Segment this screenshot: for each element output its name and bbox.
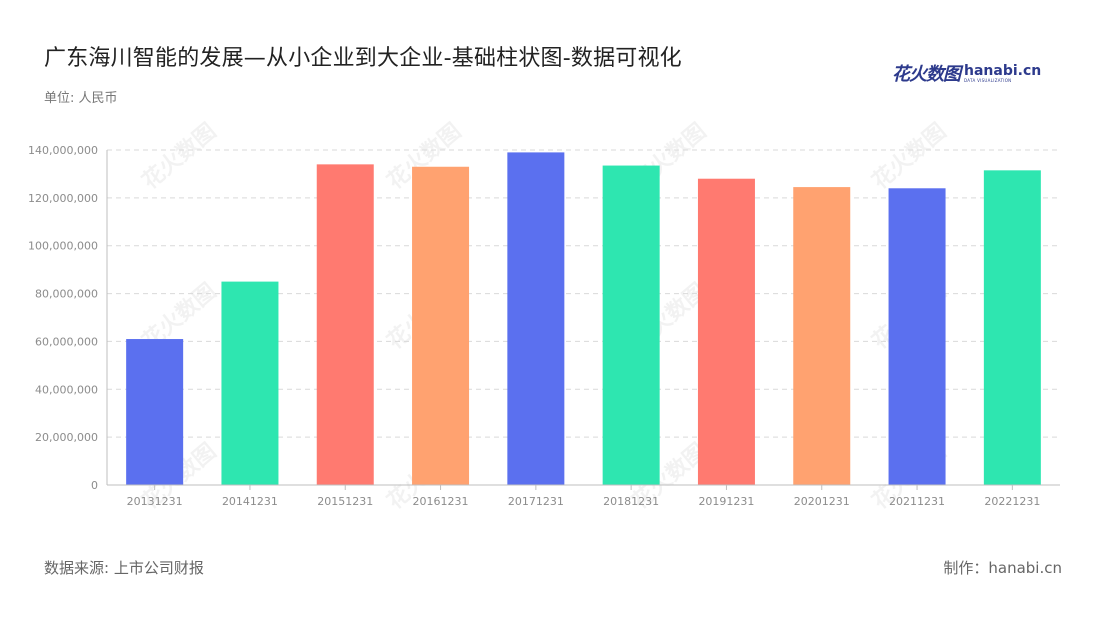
y-tick-label-7: 140,000,000 — [28, 144, 98, 157]
axis-group: 0 20,000,000 40,000,000 60,000,000 80,000,00… — [28, 144, 1060, 508]
bar-20191231[interactable] — [697, 178, 755, 485]
y-tick-label-0: 0 — [91, 479, 98, 492]
bar-20201231[interactable] — [793, 187, 851, 485]
y-tick-label-4: 80,000,000 — [35, 288, 98, 301]
unit-label: 单位: 人民币 — [44, 91, 118, 106]
x-tick-label-6: 20191231 — [698, 495, 754, 508]
chart-title: 广东海川智能的发展—从小企业到大企业-基础柱状图-数据可视化 — [44, 46, 682, 71]
brand-logo: 花火数图 hanabi.cn DATA VISUALIZATION — [892, 60, 1041, 86]
logo-cn-text: 花火数图 — [892, 64, 961, 85]
y-tick-label-6: 120,000,000 — [28, 192, 98, 205]
bar-20221231[interactable] — [983, 170, 1041, 485]
x-tick-label-2: 20151231 — [317, 495, 373, 508]
bar-20211231[interactable] — [888, 188, 946, 486]
logo-right-block: hanabi.cn DATA VISUALIZATION — [964, 64, 1041, 83]
bar-20171231[interactable] — [507, 152, 565, 485]
y-tick-label-2: 40,000,000 — [35, 383, 98, 396]
bar-20181231[interactable] — [602, 165, 660, 485]
logo-sub-text: DATA VISUALIZATION — [964, 77, 1012, 83]
x-tick-label-7: 20201231 — [794, 495, 850, 508]
bar-20131231[interactable] — [126, 339, 184, 485]
watermark-3: 花火数图 — [867, 118, 951, 194]
logo-en-text: hanabi.cn — [964, 62, 1042, 79]
y-tick-label-1: 20,000,000 — [35, 431, 98, 444]
y-tick-label-5: 100,000,000 — [28, 240, 98, 253]
x-tick-label-1: 20141231 — [222, 495, 278, 508]
bars-group — [126, 152, 1041, 486]
x-tick-label-5: 20181231 — [603, 495, 659, 508]
x-tick-label-8: 20211231 — [889, 495, 945, 508]
bar-20161231[interactable] — [412, 166, 470, 485]
watermark-0: 花火数图 — [137, 118, 221, 194]
data-source: 数据来源: 上市公司财报 — [44, 559, 204, 577]
x-tick-label-9: 20221231 — [984, 495, 1040, 508]
y-tick-label-3: 60,000,000 — [35, 335, 98, 348]
x-tick-label-4: 20171231 — [508, 495, 564, 508]
x-tick-label-3: 20161231 — [413, 495, 469, 508]
bar-20151231[interactable] — [316, 164, 374, 485]
x-tick-label-0: 20131231 — [127, 495, 183, 508]
bar-20141231[interactable] — [221, 281, 279, 485]
credit: 制作：hanabi.cn — [943, 559, 1062, 577]
